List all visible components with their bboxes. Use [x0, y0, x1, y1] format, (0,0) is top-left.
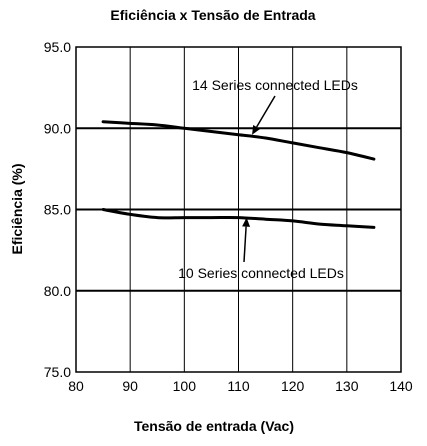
y-tick-label: 75.0 — [44, 364, 71, 380]
series-line-2 — [101, 208, 376, 229]
x-tick-label: 130 — [335, 378, 359, 394]
grid-lines — [76, 47, 401, 372]
y-tick-label: 90.0 — [44, 120, 71, 136]
y-tick-label: 85.0 — [44, 202, 71, 218]
chart-title: Eficiência x Tensão de Entrada — [110, 7, 315, 23]
series-layer — [101, 120, 376, 229]
x-tick-label: 120 — [281, 378, 305, 394]
series-annotation-1: 14 Series connected LEDs — [192, 77, 358, 93]
annotation-arrowhead-2 — [242, 217, 251, 227]
annotation-arrow-2 — [243, 226, 247, 263]
y-tick-label: 95.0 — [44, 39, 71, 55]
x-axis-title: Tensão de entrada (Vac) — [134, 418, 294, 434]
x-tick-label: 90 — [122, 378, 138, 394]
y-tick-label: 80.0 — [44, 283, 71, 299]
series-line-1 — [101, 120, 376, 161]
plot-frame — [75, 46, 402, 373]
x-tick-label: 100 — [173, 378, 197, 394]
annotation-arrowhead-1 — [252, 124, 261, 135]
y-axis-title: Eficiência (%) — [9, 163, 25, 254]
annotations-layer: 14 Series connected LEDs 10 Series connec… — [178, 77, 358, 281]
x-tick-label: 110 — [227, 378, 250, 394]
x-tick-label: 80 — [68, 378, 84, 394]
series-annotation-2: 10 Series connected LEDs — [178, 265, 344, 281]
annotation-arrow-1 — [255, 95, 276, 128]
x-tick-label: 140 — [389, 378, 413, 394]
tick-labels: 80 90 100 110 120 130 140 75.0 80.0 85.0 90.0 95.0 — [44, 39, 413, 394]
